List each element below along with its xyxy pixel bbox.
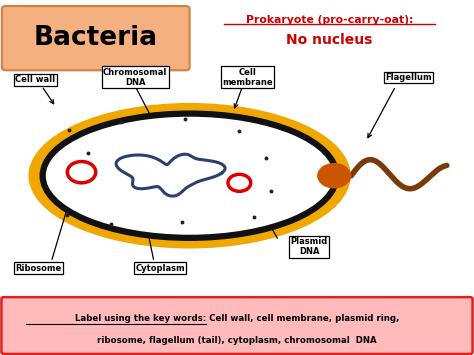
Polygon shape	[116, 154, 225, 196]
Circle shape	[67, 162, 96, 183]
Text: Flagellum: Flagellum	[385, 73, 432, 82]
Text: No nucleus: No nucleus	[286, 33, 373, 47]
Text: Cytoplasm: Cytoplasm	[136, 263, 185, 273]
Text: Ribosome: Ribosome	[16, 263, 62, 273]
FancyBboxPatch shape	[2, 6, 190, 70]
Text: Label using the key words: Cell wall, cell membrane, plasmid ring,: Label using the key words: Cell wall, ce…	[75, 314, 399, 323]
FancyBboxPatch shape	[1, 297, 473, 354]
Text: ribosome, flagellum (tail), cytoplasm, chromosomal  DNA: ribosome, flagellum (tail), cytoplasm, c…	[97, 335, 377, 345]
Text: Chromosomal
DNA: Chromosomal DNA	[103, 68, 167, 87]
Text: Bacteria: Bacteria	[34, 25, 158, 51]
Ellipse shape	[43, 114, 337, 238]
Ellipse shape	[28, 103, 351, 248]
Text: Plasmid
DNA: Plasmid DNA	[291, 237, 328, 256]
Text: Cell
membrane: Cell membrane	[222, 68, 273, 87]
Text: Prokaryote (pro-carry-oat):: Prokaryote (pro-carry-oat):	[246, 15, 413, 24]
Circle shape	[228, 174, 251, 191]
Circle shape	[317, 163, 351, 189]
Text: Cell wall: Cell wall	[16, 75, 55, 84]
